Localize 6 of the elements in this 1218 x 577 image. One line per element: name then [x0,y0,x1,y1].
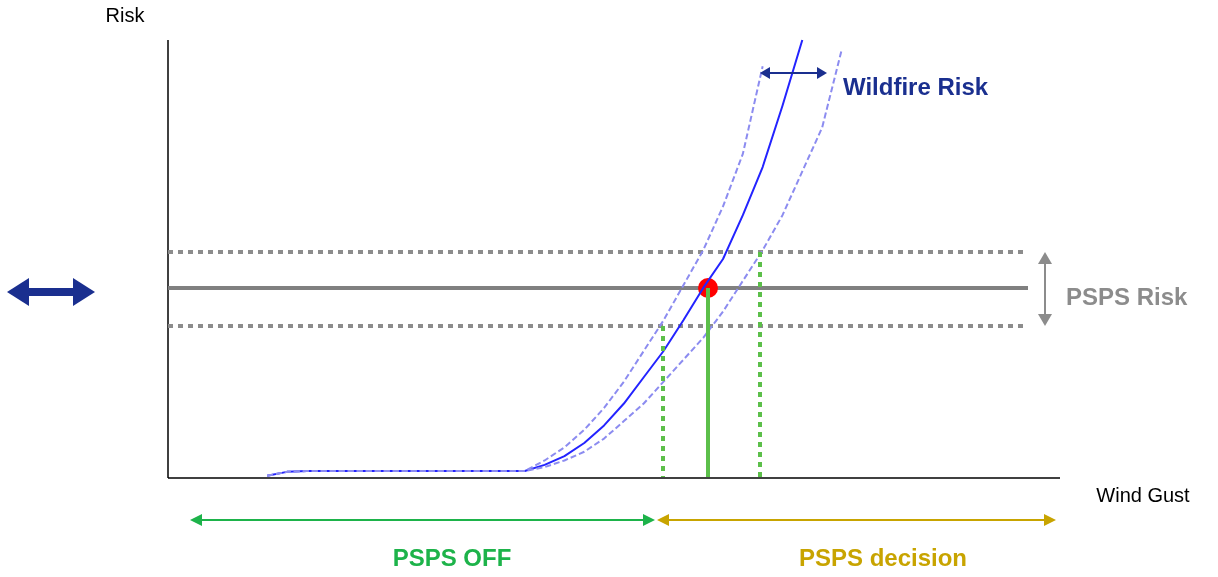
annotation: Wildfire Risk [843,73,989,100]
x-axis-title: Wind Gust [1096,484,1191,506]
text: PSPS Risk [1066,283,1189,310]
text: PSPS decision [798,544,968,571]
text: PSPS OFF [392,544,512,571]
y-axis-title: Risk [105,4,146,26]
